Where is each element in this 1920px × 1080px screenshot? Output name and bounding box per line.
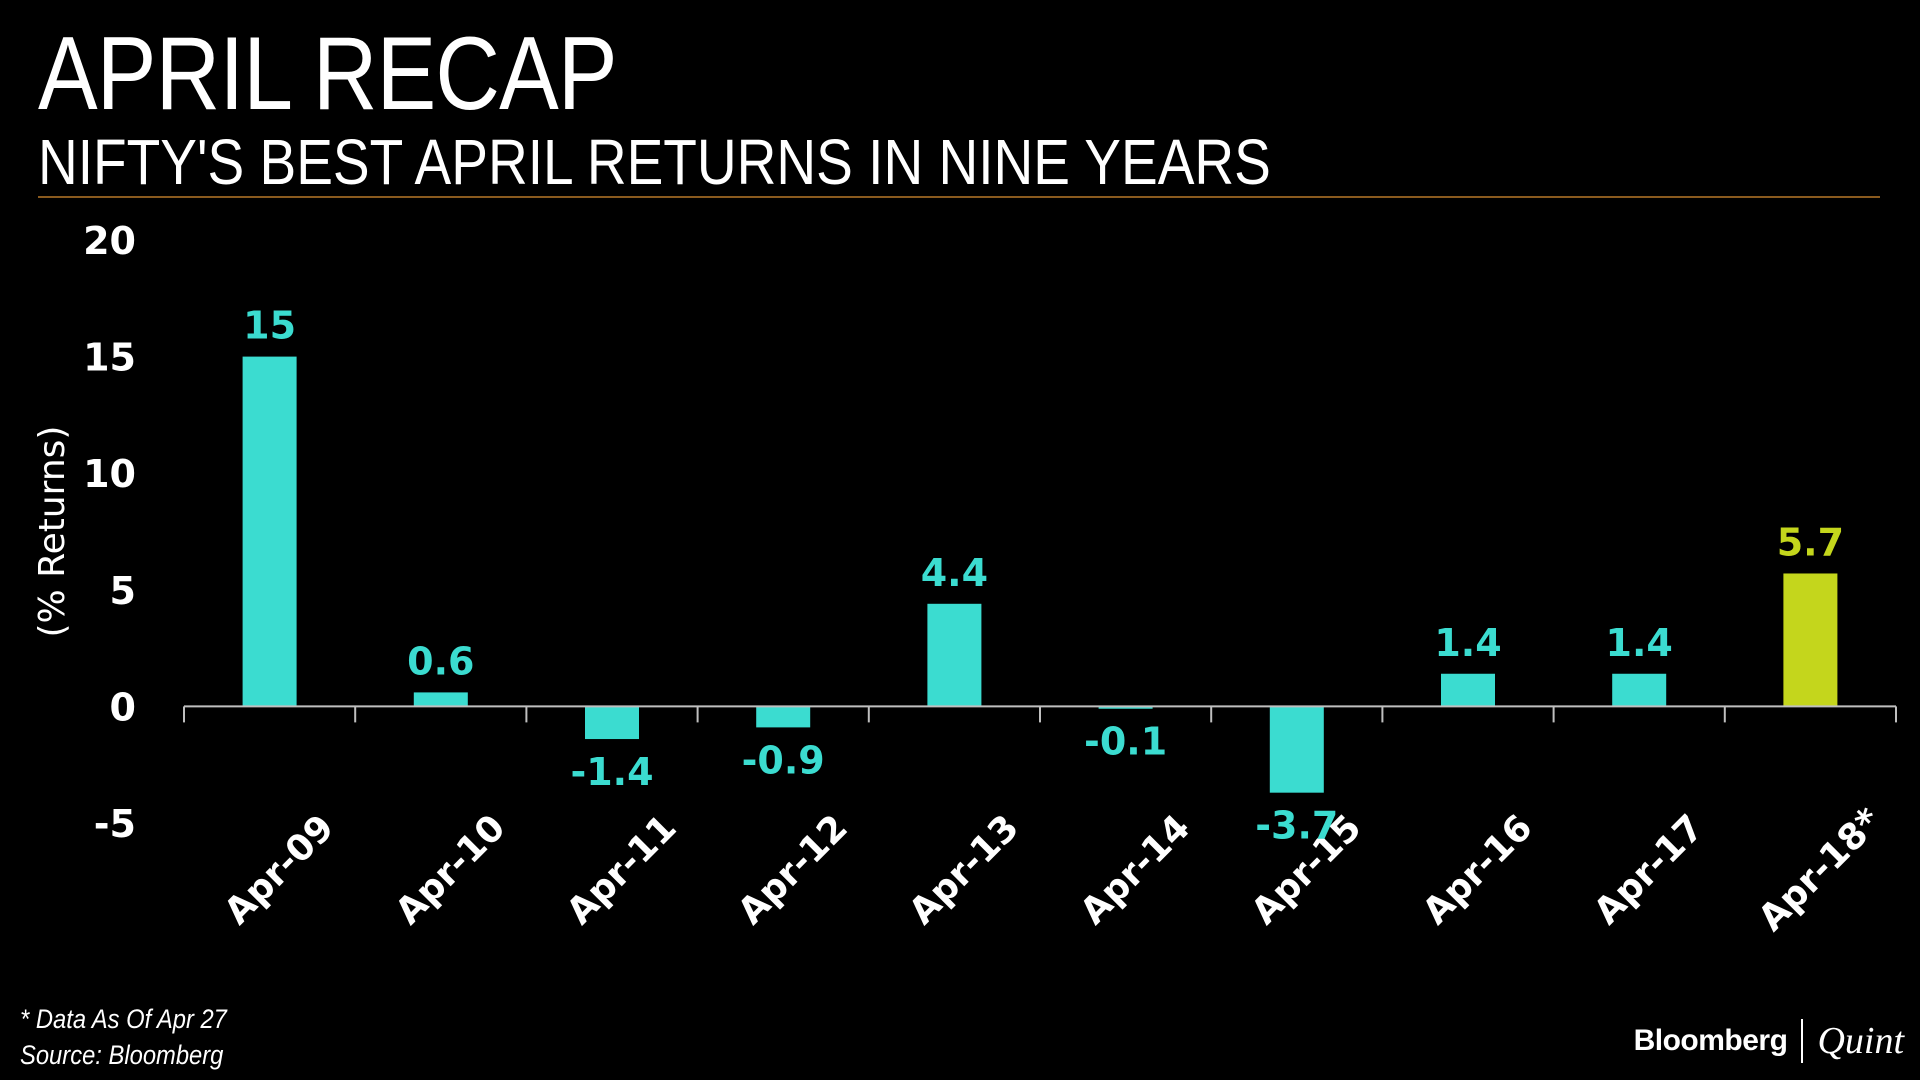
- data-label: 1.4: [1606, 621, 1673, 665]
- y-axis-title: (% Returns): [32, 426, 73, 638]
- x-tick-label: Apr-13: [902, 807, 1027, 932]
- x-tick-label: Apr-16: [1415, 807, 1540, 932]
- bar-apr-13: [927, 603, 982, 707]
- data-label: -3.7: [1255, 804, 1338, 848]
- data-label: 1.4: [1434, 621, 1501, 665]
- x-axis: Apr-09 Apr-10 Apr-11 Apr-12 Apr-13 Apr-14 Apr-…: [183, 705, 1897, 939]
- data-label: 15: [243, 304, 296, 348]
- brand-quint: Quint: [1817, 1020, 1904, 1062]
- x-tick-label: Apr-12: [730, 807, 855, 932]
- x-tick-label: Apr-11: [559, 807, 684, 932]
- data-label: -1.4: [570, 750, 653, 794]
- bar-apr-16: [1441, 673, 1495, 707]
- bar-apr-09: [242, 356, 297, 707]
- brand-divider: [1801, 1019, 1804, 1063]
- y-tick-label: 20: [83, 219, 136, 263]
- page-title: APRIL RECAP: [38, 16, 618, 132]
- x-tick-label: Apr-10: [388, 807, 513, 932]
- data-label: 4.4: [921, 551, 988, 595]
- data-label: 0.6: [407, 639, 474, 683]
- bar-apr-15: [1269, 706, 1324, 793]
- page-subtitle: NIFTY'S BEST APRIL RETURNS IN NINE YEARS: [38, 126, 1271, 198]
- bar-apr-10: [413, 692, 468, 707]
- y-tick-label: 0: [110, 685, 136, 729]
- bar-apr-18: [1783, 573, 1838, 707]
- data-label: -0.9: [742, 738, 825, 782]
- x-tick-label: Apr-14: [1073, 807, 1198, 932]
- footnote-data-date: * Data As Of Apr 27: [20, 1004, 227, 1034]
- x-tick-label: Apr-09: [217, 807, 342, 932]
- footnote-source: Source: Bloomberg: [20, 1040, 224, 1070]
- bar-apr-17: [1612, 673, 1667, 707]
- bars: [242, 356, 1838, 793]
- bar-apr-14: [1098, 706, 1153, 709]
- data-label: -0.1: [1084, 720, 1167, 764]
- title-divider: [38, 196, 1880, 198]
- y-tick-label: 10: [83, 452, 136, 496]
- x-tick-label: Apr-17: [1586, 807, 1711, 932]
- y-tick-label: 15: [83, 336, 136, 380]
- y-tick-label: -5: [94, 802, 136, 846]
- brand-bloomberg: Bloomberg: [1633, 1024, 1788, 1057]
- x-tick-label: Apr-18*: [1751, 800, 1890, 939]
- brand-logo: Bloomberg Quint: [1634, 1016, 1904, 1066]
- bar-apr-11: [585, 706, 639, 740]
- y-axis: 20 15 10 5 0 -5 (% Returns): [32, 219, 136, 846]
- data-label: 5.7: [1777, 520, 1844, 564]
- y-tick-label: 5: [110, 569, 136, 613]
- data-labels: 15 0.6 -1.4 -0.9 4.4 -0.1 -3.7 1.4 1.4 5.7: [243, 304, 1844, 848]
- bar-apr-12: [756, 706, 811, 728]
